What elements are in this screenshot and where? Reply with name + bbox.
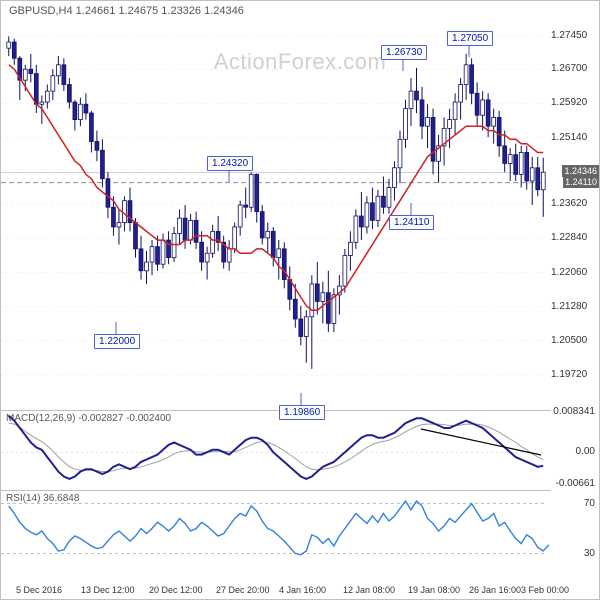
price-chart — [1, 21, 551, 411]
macd-y-label: 0.00 — [576, 446, 595, 457]
macd-y-label: -0.00661 — [556, 478, 595, 489]
price-annotation: 1.26730 — [381, 45, 427, 60]
price-marker: 1.24110 — [563, 176, 599, 188]
x-tick-label: 13 Dec 12:00 — [81, 585, 135, 595]
x-tick-label: 20 Dec 12:00 — [149, 585, 203, 595]
y-tick-label: 1.26700 — [551, 63, 587, 74]
y-tick-label: 1.22060 — [551, 267, 587, 278]
rsi-y-label: 70 — [584, 498, 595, 509]
y-tick-label: 1.21280 — [551, 301, 587, 312]
y-tick-label: 1.23620 — [551, 198, 587, 209]
price-annotation: 1.27050 — [447, 31, 493, 46]
x-tick-label: 26 Jan 16:00 — [469, 585, 521, 595]
x-tick-label: 4 Jan 16:00 — [279, 585, 326, 595]
ohlc-label: 1.24661 1.24675 1.23326 1.24346 — [76, 5, 244, 17]
y-tick-label: 1.27450 — [551, 30, 587, 41]
x-tick-label: 3 Feb 00:00 — [521, 585, 569, 595]
x-tick-label: 27 Dec 20:00 — [216, 585, 270, 595]
macd-y-label: 0.008341 — [553, 406, 595, 417]
macd-chart — [1, 411, 551, 491]
y-tick-label: 1.19720 — [551, 369, 587, 380]
rsi-chart — [1, 491, 551, 566]
price-annotation: 1.24110 — [389, 215, 434, 230]
x-tick-label: 19 Jan 08:00 — [408, 585, 460, 595]
price-annotation: 1.24320 — [207, 156, 253, 171]
y-tick-label: 1.20500 — [551, 335, 587, 346]
y-tick-label: 1.25920 — [551, 97, 587, 108]
x-tick-label: 5 Dec 2016 — [16, 585, 62, 595]
rsi-panel[interactable]: RSI(14) 36.6848 — [1, 491, 551, 566]
price-panel[interactable]: 1.220001.243201.198601.267301.241101.270… — [1, 21, 551, 411]
rsi-y-label: 30 — [584, 548, 595, 559]
price-y-axis: 1.19720 1.20500 1.21280 1.22060 1.22840 1.236… — [549, 21, 599, 411]
price-annotation: 1.22000 — [94, 334, 140, 349]
y-tick-label: 1.25140 — [551, 132, 587, 143]
macd-panel[interactable]: MACD(12,26,9) -0.002827 -0.002400 — [1, 411, 551, 491]
x-tick-label: 12 Jan 08:00 — [343, 585, 395, 595]
symbol-label: GBPUSD,H4 — [9, 5, 73, 17]
chart-header: GBPUSD,H4 1.24661 1.24675 1.23326 1.2434… — [9, 5, 244, 17]
y-tick-label: 1.22840 — [551, 232, 587, 243]
x-axis: 5 Dec 2016 13 Dec 12:00 20 Dec 12:00 27 Dec… — [1, 564, 600, 599]
chart-container: GBPUSD,H4 1.24661 1.24675 1.23326 1.2434… — [0, 0, 600, 600]
